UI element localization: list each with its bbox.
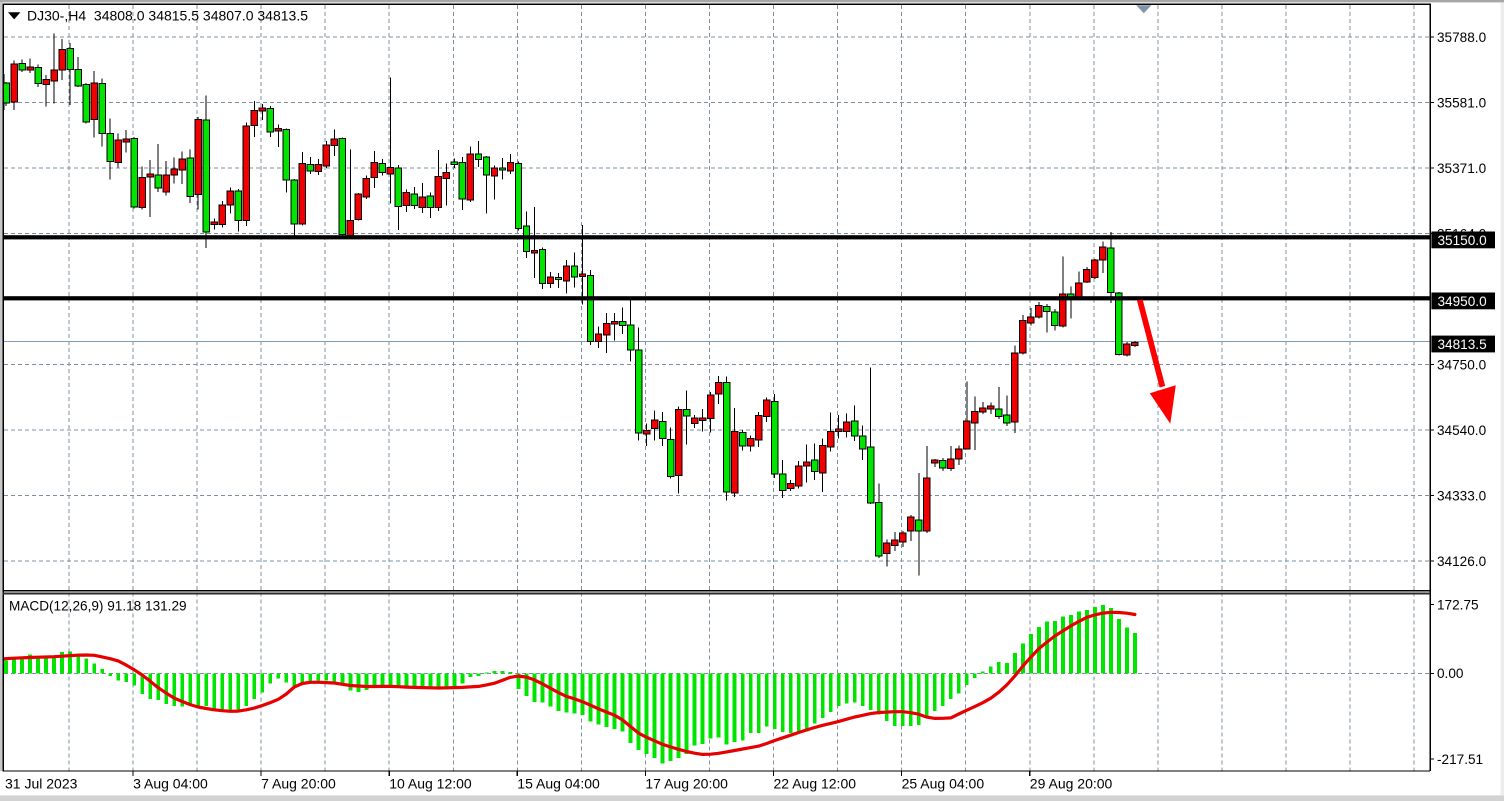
svg-text:10 Aug 12:00: 10 Aug 12:00 xyxy=(389,775,472,791)
svg-text:MACD(12,26,9) 91.18 131.29: MACD(12,26,9) 91.18 131.29 xyxy=(9,599,187,614)
svg-text:15 Aug 04:00: 15 Aug 04:00 xyxy=(517,775,600,791)
svg-text:17 Aug 20:00: 17 Aug 20:00 xyxy=(645,775,728,791)
svg-text:35371.0: 35371.0 xyxy=(1437,161,1487,176)
svg-text:25 Aug 04:00: 25 Aug 04:00 xyxy=(902,775,985,791)
svg-text:7 Aug 20:00: 7 Aug 20:00 xyxy=(261,775,336,791)
svg-text:35788.0: 35788.0 xyxy=(1437,30,1487,45)
svg-text:3 Aug 04:00: 3 Aug 04:00 xyxy=(133,775,208,791)
svg-text:DJ30-,H4 34808.0 34815.5 3480: DJ30-,H4 34808.0 34815.5 34807.0 34813.5 xyxy=(27,8,308,24)
svg-text:22 Aug 12:00: 22 Aug 12:00 xyxy=(774,775,857,791)
svg-text:34333.0: 34333.0 xyxy=(1437,488,1487,503)
svg-text:172.75: 172.75 xyxy=(1437,597,1479,612)
svg-text:-217.51: -217.51 xyxy=(1437,752,1483,767)
svg-text:34750.0: 34750.0 xyxy=(1437,357,1487,372)
svg-text:34126.0: 34126.0 xyxy=(1437,554,1487,569)
svg-text:31 Jul 2023: 31 Jul 2023 xyxy=(5,775,78,791)
svg-text:34813.5: 34813.5 xyxy=(1438,337,1487,352)
svg-text:0.00: 0.00 xyxy=(1437,666,1464,681)
svg-text:34540.0: 34540.0 xyxy=(1437,423,1487,438)
svg-text:35150.0: 35150.0 xyxy=(1438,233,1488,248)
svg-text:35581.0: 35581.0 xyxy=(1437,95,1487,110)
svg-text:29 Aug 20:00: 29 Aug 20:00 xyxy=(1030,775,1113,791)
svg-text:34950.0: 34950.0 xyxy=(1438,294,1488,309)
